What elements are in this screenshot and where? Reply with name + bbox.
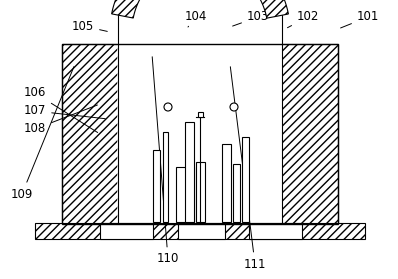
Bar xyxy=(163,132,168,222)
Text: 106: 106 xyxy=(24,86,98,133)
Text: 102: 102 xyxy=(287,11,319,28)
Polygon shape xyxy=(252,0,289,18)
Text: 101: 101 xyxy=(341,11,379,28)
Text: 107: 107 xyxy=(24,105,105,119)
Text: 105: 105 xyxy=(72,20,107,32)
Bar xyxy=(100,223,153,239)
Bar xyxy=(153,150,160,222)
Bar xyxy=(197,112,203,117)
Circle shape xyxy=(230,103,238,111)
Text: 108: 108 xyxy=(24,105,98,136)
Circle shape xyxy=(164,103,172,111)
Bar xyxy=(178,223,225,239)
Bar xyxy=(35,223,365,239)
Polygon shape xyxy=(112,0,148,18)
Text: 110: 110 xyxy=(152,57,179,266)
Text: 104: 104 xyxy=(185,11,207,27)
Bar xyxy=(62,44,338,224)
Text: 109: 109 xyxy=(11,67,74,201)
Bar xyxy=(196,162,205,222)
Bar xyxy=(176,167,194,222)
Bar xyxy=(222,144,231,222)
Bar xyxy=(185,122,194,222)
Bar xyxy=(62,44,338,224)
Text: 111: 111 xyxy=(230,67,266,271)
Bar xyxy=(249,223,302,239)
Text: 103: 103 xyxy=(232,11,269,26)
Polygon shape xyxy=(118,0,282,224)
Bar xyxy=(233,164,240,222)
Bar xyxy=(242,137,249,222)
